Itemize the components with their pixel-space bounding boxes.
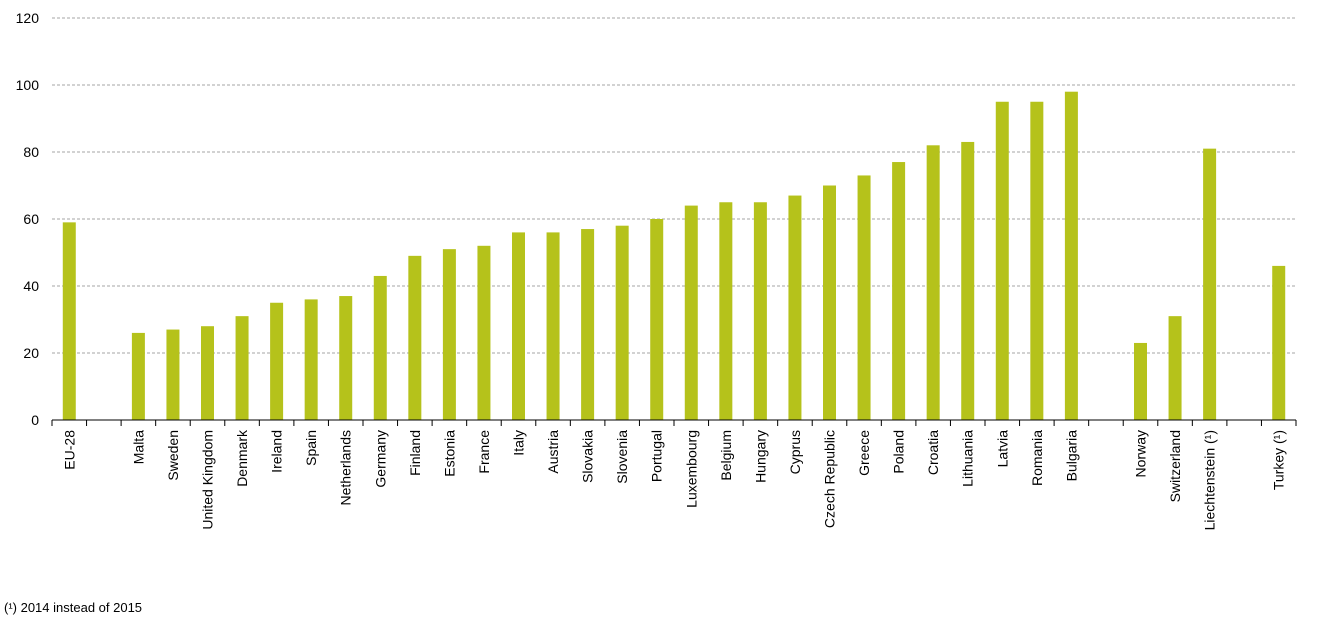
bar	[1134, 342, 1147, 420]
x-tick-label: Turkey (¹)	[1271, 430, 1287, 490]
x-tick-label: Spain	[303, 430, 319, 466]
bar	[892, 162, 906, 421]
bar	[270, 302, 284, 420]
bar	[477, 245, 491, 420]
bar	[615, 225, 629, 420]
bar	[650, 219, 664, 420]
bar	[1168, 316, 1182, 420]
x-tick-label: Switzerland	[1167, 430, 1183, 502]
y-axis-tick-labels: 0 20 40 60 80 100 120	[16, 10, 40, 428]
x-tick-label: Cyprus	[787, 430, 803, 474]
bar	[512, 232, 525, 420]
x-tick-label: Poland	[891, 430, 907, 474]
footnote: (¹) 2014 instead of 2015	[4, 600, 143, 615]
bar	[131, 332, 145, 420]
bar	[684, 205, 698, 420]
bar	[442, 249, 456, 420]
bar	[823, 185, 836, 420]
x-tick-label: Netherlands	[338, 430, 354, 506]
x-tick-label: Germany	[372, 430, 388, 488]
x-tick-label: Hungary	[752, 430, 768, 483]
x-tick-label: Norway	[1133, 430, 1149, 477]
x-tick-label: Liechtenstein (¹)	[1202, 430, 1218, 530]
x-tick-label: Romania	[1029, 430, 1045, 486]
x-tick-label: Estonia	[441, 430, 457, 477]
bars	[62, 91, 1286, 421]
x-tick-label: Latvia	[994, 430, 1010, 468]
bar	[581, 229, 595, 420]
y-tick-label: 40	[23, 278, 39, 294]
x-axis-tick-labels: EU-28 Malta Sweden United Kingdom Denmark Ire…	[61, 429, 1286, 530]
x-tick-label: Finland	[407, 430, 423, 476]
x-tick-label: Belgium	[718, 430, 734, 481]
x-tick-label: Slovakia	[580, 430, 596, 483]
x-tick-label: Malta	[130, 430, 146, 464]
x-tick-label: France	[476, 430, 492, 474]
x-axis	[51, 419, 1297, 426]
x-tick-label: Denmark	[234, 429, 250, 487]
bar	[235, 316, 249, 420]
x-tick-label: Croatia	[925, 430, 941, 475]
y-tick-label: 60	[23, 211, 39, 227]
bar	[166, 329, 180, 420]
x-tick-label: Bulgaria	[1063, 430, 1079, 482]
bar	[339, 296, 353, 420]
bar	[1064, 91, 1078, 420]
bar	[961, 141, 975, 420]
x-tick-label: Italy	[511, 430, 527, 456]
bar	[408, 255, 422, 420]
bar	[373, 275, 387, 420]
x-tick-label: EU-28	[61, 430, 77, 470]
x-tick-label: Portugal	[649, 430, 665, 482]
gridlines	[52, 17, 1296, 354]
y-tick-label: 120	[16, 10, 40, 26]
x-tick-label: Greece	[856, 430, 872, 476]
bar	[62, 222, 76, 420]
x-tick-label: Lithuania	[960, 430, 976, 487]
x-tick-label: Ireland	[269, 430, 285, 473]
x-tick-label: Sweden	[165, 430, 181, 481]
x-tick-label: Slovenia	[614, 430, 630, 484]
bar	[788, 195, 802, 420]
bar	[719, 202, 733, 420]
y-tick-label: 20	[23, 345, 39, 361]
x-tick-label: Austria	[545, 430, 561, 474]
bar	[1203, 148, 1217, 420]
bar-chart: 0 20 40 60 80 100 120 EU-28 Malta Sweden United K…	[16, 10, 1297, 530]
bar	[857, 175, 871, 420]
bar	[201, 326, 214, 420]
x-tick-label: United Kingdom	[200, 430, 216, 530]
x-tick-label: Luxembourg	[683, 430, 699, 508]
y-tick-label: 80	[23, 144, 39, 160]
bar	[926, 145, 940, 421]
bar	[304, 299, 318, 420]
bar	[1030, 101, 1044, 420]
bar	[995, 101, 1009, 420]
x-tick-label: Czech Republic	[822, 430, 838, 528]
y-tick-label: 100	[16, 77, 40, 93]
y-tick-label: 0	[31, 412, 39, 428]
bar	[546, 232, 560, 420]
bar	[1272, 265, 1286, 420]
bar	[753, 202, 767, 420]
